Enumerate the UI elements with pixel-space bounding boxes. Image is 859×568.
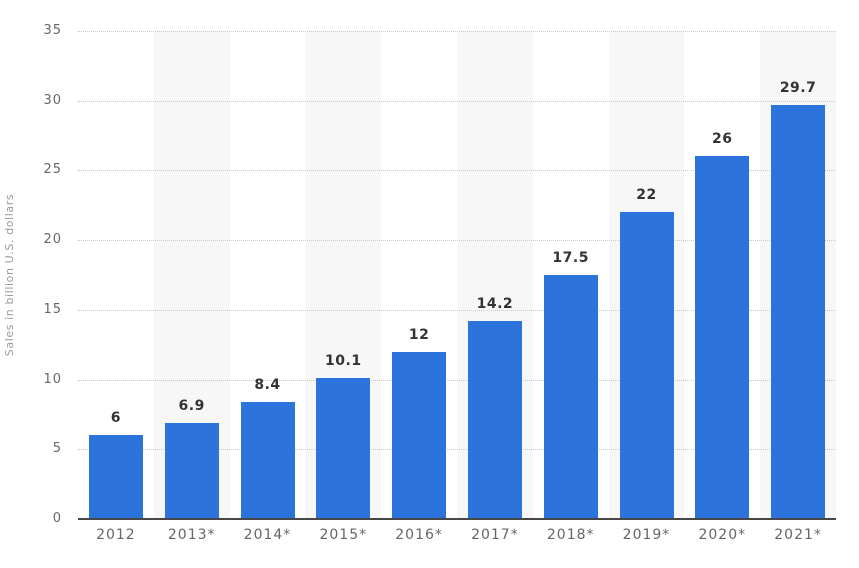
bar[interactable]: [543, 275, 598, 519]
x-tick-label: 2013*: [167, 527, 216, 543]
x-tick-label: 2017*: [471, 527, 519, 543]
x-tick-label: 2015*: [319, 527, 368, 543]
gridline: [78, 31, 836, 32]
x-axis-line: [78, 518, 836, 520]
gridline: [78, 309, 836, 311]
bar-value-label: 14.2: [476, 296, 514, 312]
bar-value-label: 8.4: [254, 376, 281, 393]
bar-value-label: 22: [636, 187, 657, 204]
bar[interactable]: [467, 321, 522, 519]
gridline: [78, 240, 836, 242]
bar-value-label: 26: [712, 131, 733, 148]
y-tick-label: 25: [43, 162, 62, 178]
x-tick-label: 2018*: [546, 527, 595, 543]
plot-area: 6 6.9 8.4 10.1 12 14.2 17.5 22 26 29.7: [78, 31, 836, 520]
bar[interactable]: [88, 435, 143, 519]
y-axis-title: Sales in billion U.S. dollars: [3, 193, 16, 357]
y-tick-label: 20: [43, 232, 62, 248]
bar[interactable]: [316, 378, 371, 519]
x-tick-label: 2019*: [622, 527, 671, 543]
bar[interactable]: [695, 156, 750, 519]
y-tick-label: 35: [43, 23, 62, 38]
gridline: [78, 379, 836, 381]
bar[interactable]: [164, 422, 219, 519]
x-tick-label: 2021*: [774, 527, 822, 543]
bar-value-label: 6: [110, 410, 122, 427]
bar-value-label: 12: [408, 326, 430, 343]
bar[interactable]: [392, 351, 447, 519]
y-tick-label: 0: [52, 511, 62, 526]
bar-value-label: 29.7: [779, 79, 817, 96]
x-tick-label: 2014*: [243, 527, 292, 543]
bar[interactable]: [771, 104, 826, 519]
bar-value-label: 10.1: [325, 353, 362, 370]
y-tick-label: 30: [43, 92, 62, 108]
bar-value-label: 17.5: [552, 250, 589, 266]
gridline: [78, 449, 836, 451]
x-tick-label: 2012: [96, 527, 136, 543]
x-tick-label: 2020*: [698, 527, 747, 543]
gridline: [78, 100, 836, 102]
bar-value-label: 6.9: [178, 397, 205, 414]
y-tick-label: 10: [43, 371, 62, 387]
y-tick-label: 5: [52, 441, 62, 457]
gridline: [78, 170, 836, 172]
x-tick-label: 2016*: [395, 527, 443, 543]
y-tick-label: 15: [43, 301, 62, 317]
bar[interactable]: [240, 401, 295, 519]
bar[interactable]: [619, 212, 674, 519]
